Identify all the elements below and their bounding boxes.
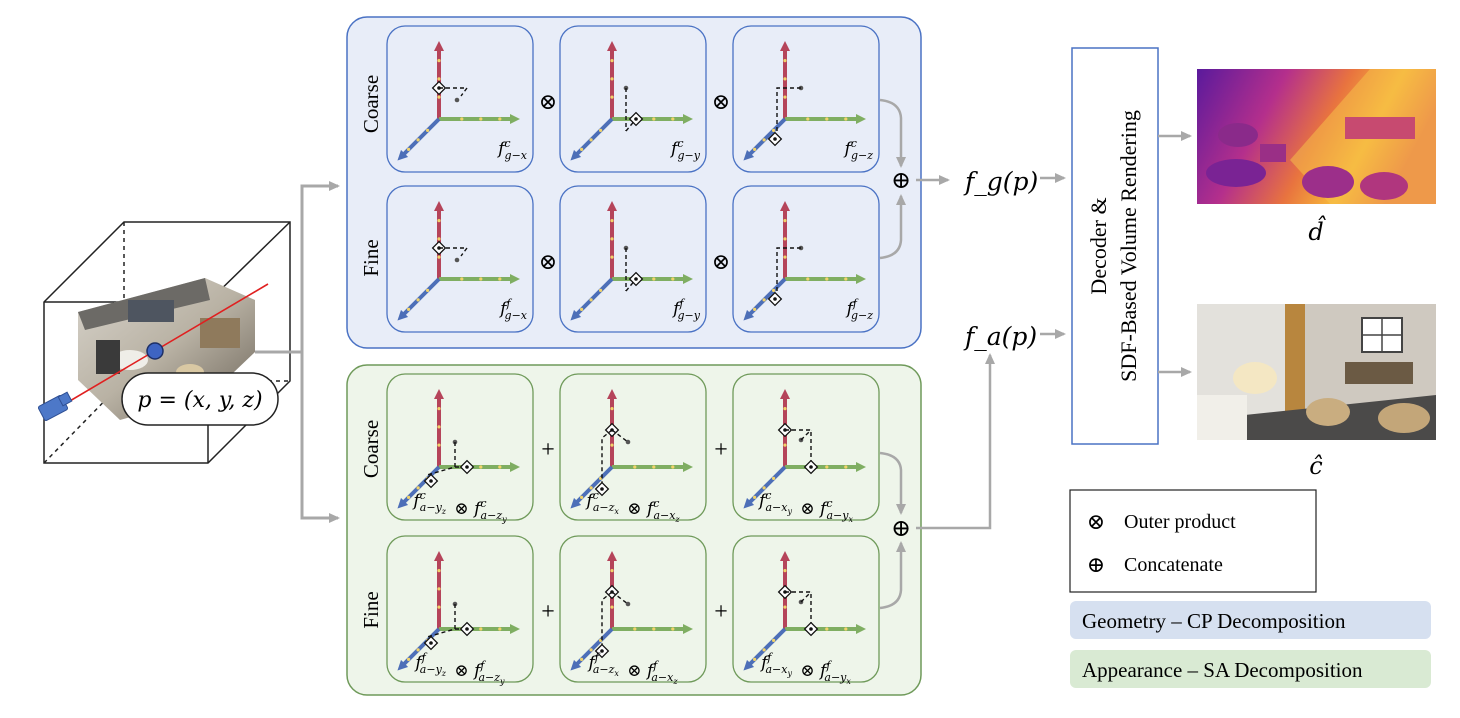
- renderer-input-arrows: [1040, 173, 1066, 339]
- factor-cells: fc g−x fc g−y fc g−z ⊗ ⊗ ff g−x ff g−y ff g−z ⊗ ⊗ fc a−yz…: [386, 25, 880, 686]
- input-arrows: [255, 181, 340, 523]
- cell-label: fc a−zx ⊗ fc a−xz: [584, 489, 680, 524]
- geometry-coarse-cell-2: fc g−y: [559, 25, 707, 173]
- depth-output-label: d̂: [1308, 215, 1326, 246]
- appearance-coarse-cell-3: fc a−xy ⊗ fc a−yx: [732, 373, 880, 524]
- cell-label: fc g−y: [669, 137, 701, 162]
- appearance-output-label: f_a(p): [963, 322, 1037, 351]
- cell-label: fc g−x: [496, 137, 528, 162]
- appearance-operator: +: [541, 599, 555, 625]
- appearance-row-label-fine: Fine: [359, 591, 383, 628]
- geometry-output-label: f_g(p): [963, 167, 1038, 196]
- appearance-operator: +: [714, 599, 728, 625]
- color-output-label: ĉ: [1309, 452, 1322, 480]
- geometry-coarse-cell-1: fc g−x: [386, 25, 534, 173]
- legend-item-outer-product: ⊗ Outer product: [1087, 510, 1236, 535]
- color-render-image: [1197, 304, 1436, 440]
- renderer-box: [1071, 47, 1159, 445]
- point-label: p = (x, y, z): [137, 388, 262, 413]
- appearance-fine-cell-1: ff a−yz ⊗ ff a−zy: [386, 535, 534, 686]
- renderer-label-line2: SDF-Based Volume Rendering: [1116, 110, 1141, 382]
- cell-label: ff g−x: [498, 297, 528, 322]
- appearance-coarse-cell-2: fc a−zx ⊗ fc a−xz: [559, 373, 707, 524]
- cell-label: ff g−z: [845, 297, 874, 322]
- cell-label: ff a−yz ⊗ ff a−zy: [413, 651, 505, 686]
- appearance-fine-cell-2: ff a−zx ⊗ ff a−xz: [559, 535, 707, 686]
- geometry-fine-cell-2: ff g−y: [559, 185, 707, 333]
- legend-label-outer-product: Outer product: [1124, 511, 1236, 533]
- legend-item-concatenate: ⊕ Concatenate: [1087, 553, 1223, 578]
- appearance-coarse-cell-1: fc a−yz ⊗ fc a−zy: [386, 373, 534, 524]
- outer-product-icon: ⊗: [1087, 510, 1105, 535]
- cell-label: ff a−xy ⊗ ff a−yx: [759, 651, 851, 686]
- cell-label: fc a−xy ⊗ fc a−yx: [757, 489, 854, 524]
- geometry-operator: ⊗: [712, 249, 730, 274]
- camera-ray: [57, 283, 269, 409]
- appearance-tag: [1070, 650, 1431, 688]
- geometry-operator: ⊗: [712, 89, 730, 114]
- sample-point: [146, 342, 164, 360]
- point-label-bubble: p = (x, y, z): [121, 372, 279, 426]
- cell-label: fc g−z: [842, 137, 873, 162]
- geometry-tag: [1070, 601, 1431, 639]
- appearance-fine-cell-3: ff a−xy ⊗ ff a−yx: [732, 535, 880, 686]
- appearance-operator: +: [714, 437, 728, 463]
- cell-label: fc a−yz ⊗ fc a−zy: [411, 489, 507, 524]
- concatenate-icon: ⊕: [1087, 553, 1105, 578]
- legend-box: [1069, 489, 1317, 593]
- appearance-operator: +: [541, 437, 555, 463]
- depth-render-image: [1197, 69, 1436, 204]
- geometry-row-label-coarse: Coarse: [359, 75, 383, 133]
- appearance-merge-arrows: [879, 353, 995, 610]
- cell-label: ff g−y: [671, 297, 701, 322]
- appearance-tag-label: Appearance – SA Decomposition: [1082, 658, 1363, 682]
- cell-label: ff a−zx ⊗ ff a−xz: [586, 651, 678, 686]
- legend-label-concatenate: Concatenate: [1124, 554, 1223, 576]
- geometry-tag-label: Geometry – CP Decomposition: [1082, 609, 1346, 633]
- geometry-concat-symbol: ⊕: [891, 166, 911, 194]
- geometry-coarse-cell-3: fc g−z: [732, 25, 880, 173]
- room-scan: [78, 278, 255, 420]
- renderer-label-line1: Decoder &: [1086, 197, 1111, 294]
- renderer-output-arrows: [1158, 131, 1192, 377]
- geometry-row-label-fine: Fine: [359, 239, 383, 276]
- geometry-operator: ⊗: [539, 89, 557, 114]
- scene-cube: p = (x, y, z): [37, 221, 291, 464]
- geometry-merge-arrows: [879, 98, 950, 260]
- geometry-operator: ⊗: [539, 249, 557, 274]
- appearance-concat-symbol: ⊕: [891, 514, 911, 542]
- camera-icon: [37, 391, 73, 421]
- appearance-row-label-coarse: Coarse: [359, 420, 383, 478]
- geometry-fine-cell-1: ff g−x: [386, 185, 534, 333]
- geometry-fine-cell-3: ff g−z: [732, 185, 880, 333]
